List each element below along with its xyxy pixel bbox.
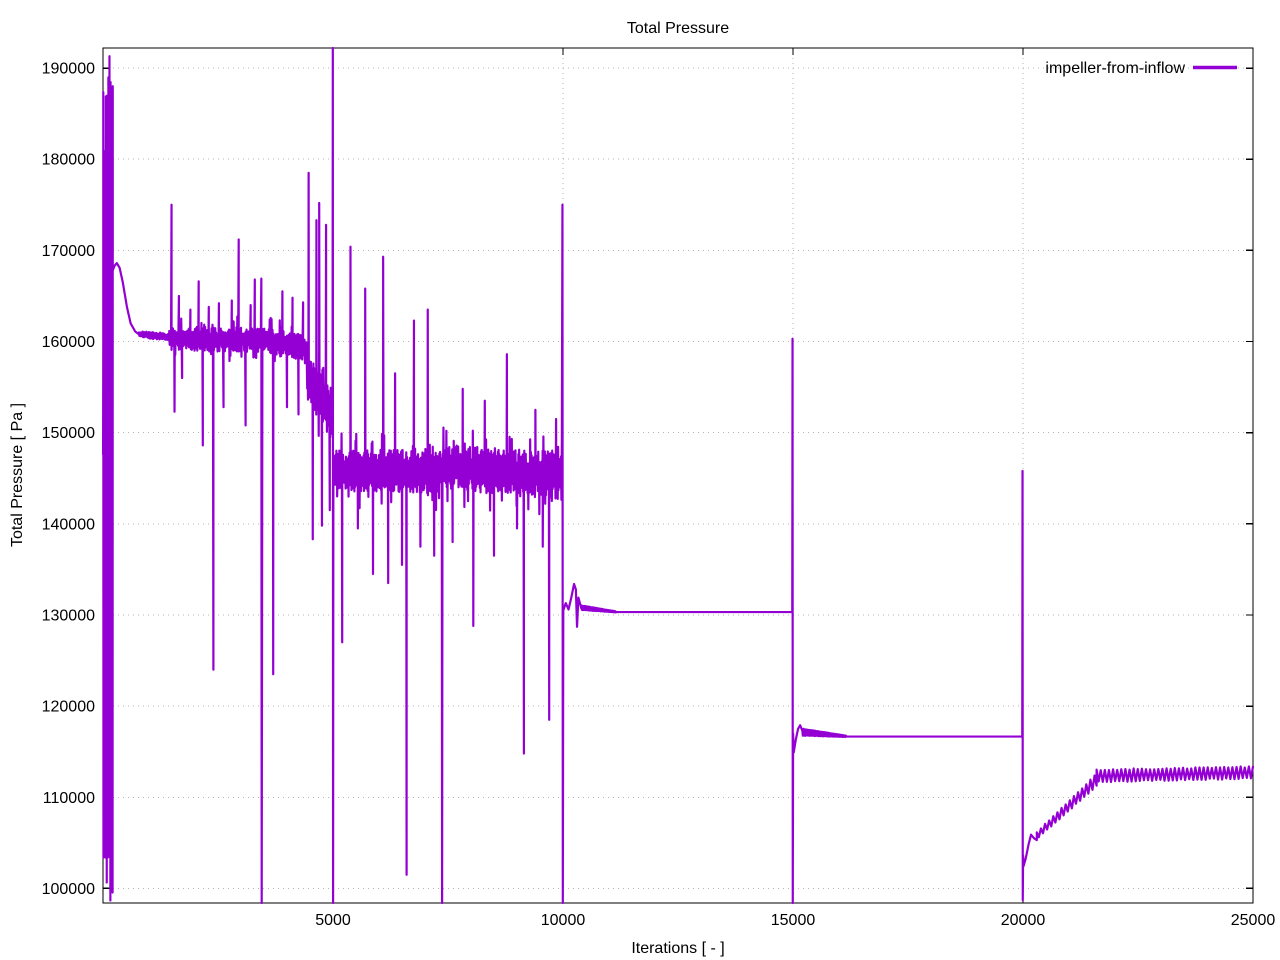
- x-tick-label: 25000: [1231, 912, 1276, 929]
- x-tick-label: 15000: [771, 912, 816, 929]
- y-tick-label: 110000: [43, 790, 95, 807]
- y-tick-label: 180000: [42, 152, 95, 169]
- x-tick-label: 20000: [1001, 912, 1046, 929]
- y-tick-label: 160000: [42, 334, 95, 351]
- x-tick-label: 5000: [315, 912, 351, 929]
- axes: [102, 47, 1254, 904]
- y-tick-label: 190000: [42, 61, 95, 78]
- pressure-trace: [101, 46, 1255, 905]
- y-tick-label: 100000: [42, 881, 95, 898]
- y-tick-label: 170000: [42, 243, 95, 260]
- grid-lines: [103, 48, 1254, 903]
- y-tick-label: 130000: [42, 607, 95, 624]
- y-tick-label: 150000: [42, 425, 95, 442]
- y-axis-label: Total Pressure [ Pa ]: [9, 403, 26, 547]
- legend-series-label: impeller-from-inflow: [1045, 60, 1185, 77]
- y-tick-label: 140000: [42, 516, 95, 533]
- x-axis-label: Iterations [ - ]: [631, 940, 724, 957]
- y-tick-label: 120000: [42, 699, 95, 716]
- series-trace: [101, 46, 1255, 905]
- x-tick-label: 10000: [541, 912, 586, 929]
- tick-labels: 5000 10000 15000 20000 25000 100000 110000 1200…: [42, 61, 1276, 929]
- plot-border: [102, 47, 1254, 904]
- chart-title: Total Pressure: [627, 20, 729, 37]
